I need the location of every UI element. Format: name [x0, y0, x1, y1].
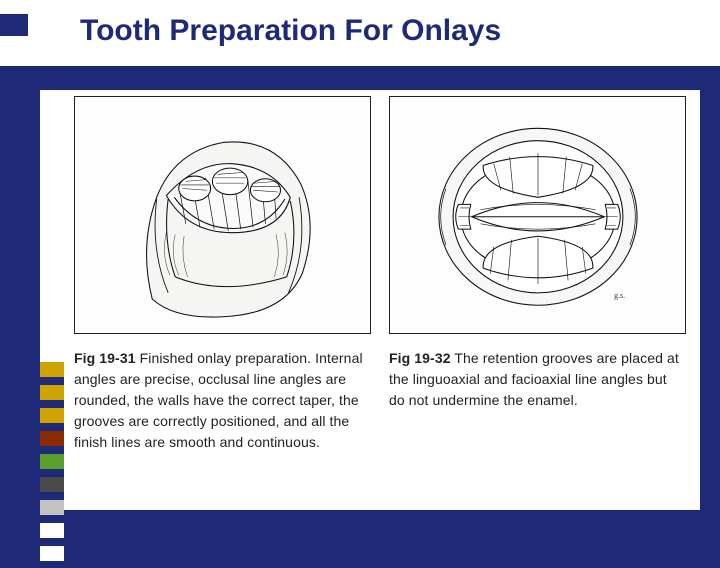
figure-right-number: Fig 19-32: [389, 350, 451, 366]
rail-stripe: [40, 362, 64, 377]
title-side-marker: [0, 14, 28, 36]
page-title: Tooth Preparation For Onlays: [80, 14, 700, 48]
rail-stripe: [40, 454, 64, 469]
rail-stripe: [40, 477, 64, 492]
figure-right: g.s. Fig 19-32 The retention grooves are…: [389, 96, 686, 504]
left-color-rail: [40, 362, 64, 568]
figure-panels: Fig 19-31 Finished onlay preparation. In…: [74, 96, 686, 504]
figure-left: Fig 19-31 Finished onlay preparation. In…: [74, 96, 371, 504]
tooth-onlay-perspective-icon: [78, 100, 368, 330]
rail-stripe: [40, 500, 64, 515]
figure-left-illustration: [74, 96, 371, 334]
figure-right-caption: Fig 19-32 The retention grooves are plac…: [389, 348, 686, 411]
rail-stripe: [40, 408, 64, 423]
title-bar: Tooth Preparation For Onlays: [0, 0, 720, 66]
tooth-onlay-occlusal-icon: g.s.: [393, 100, 683, 330]
svg-text:g.s.: g.s.: [614, 291, 625, 300]
rail-stripe: [40, 546, 64, 561]
rail-stripe: [40, 431, 64, 446]
content-area: Fig 19-31 Finished onlay preparation. In…: [40, 90, 700, 510]
figure-left-caption: Fig 19-31 Finished onlay preparation. In…: [74, 348, 371, 453]
figure-right-illustration: g.s.: [389, 96, 686, 334]
rail-stripe: [40, 523, 64, 538]
figure-left-number: Fig 19-31: [74, 350, 136, 366]
rail-stripe: [40, 385, 64, 400]
